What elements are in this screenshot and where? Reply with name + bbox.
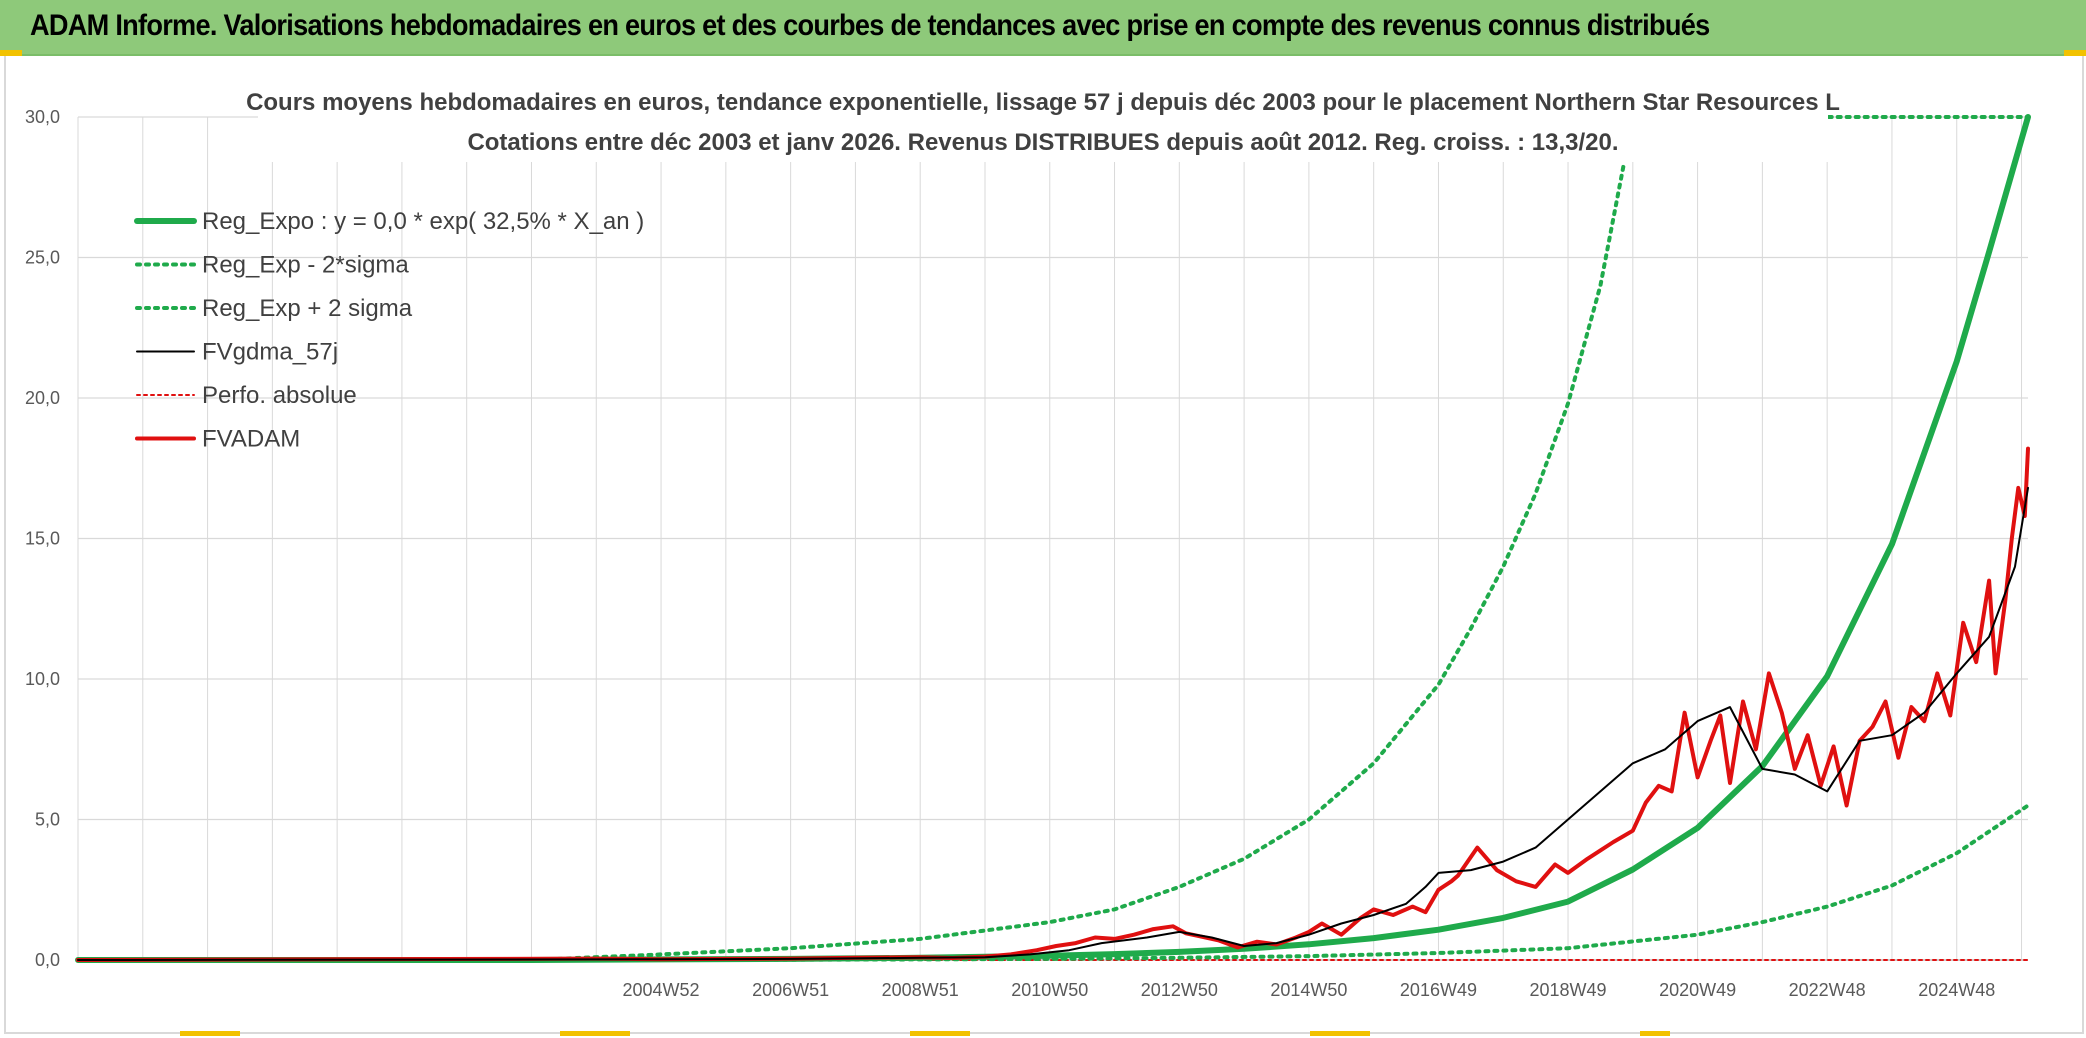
- y-tick-label: 15,0: [25, 529, 60, 549]
- x-tick-label: 2014W50: [1270, 980, 1347, 1000]
- title-background: [258, 82, 1828, 162]
- legend-label: Reg_Exp + 2 sigma: [202, 295, 413, 322]
- legend: Reg_Expo : y = 0,0 * exp( 32,5% * X_an )…: [134, 208, 644, 453]
- banner-corner-left: [0, 50, 22, 56]
- y-tick-label: 25,0: [25, 248, 60, 268]
- x-tick-label: 2018W49: [1530, 980, 1607, 1000]
- y-tick-label: 0,0: [35, 950, 60, 970]
- banner-corner-right: [2064, 50, 2086, 56]
- legend-label: Reg_Expo : y = 0,0 * exp( 32,5% * X_an ): [202, 208, 644, 235]
- footer-accent: [910, 1031, 970, 1036]
- footer-accent: [1640, 1031, 1670, 1036]
- series-layer: [75, 114, 2031, 963]
- y-tick-label: 5,0: [35, 810, 60, 830]
- footer-accent: [180, 1031, 240, 1036]
- legend-label: FVADAM: [202, 426, 300, 453]
- grid-layer: [77, 116, 2028, 961]
- x-tick-label: 2024W48: [1918, 980, 1995, 1000]
- legend-label: Perfo. absolue: [202, 382, 357, 409]
- x-tick-label: 2016W49: [1400, 980, 1477, 1000]
- legend-label: FVgdma_57j: [202, 339, 338, 366]
- footer-accent: [560, 1031, 630, 1036]
- title-banner: ADAM Informe. Valorisations hebdomadaire…: [0, 0, 2086, 56]
- x-tick-label: 2006W51: [752, 980, 829, 1000]
- x-tick-label: 2010W50: [1011, 980, 1088, 1000]
- series-line-4: [77, 486, 2029, 961]
- chart-subtitle: Cotations entre déc 2003 et janv 2026. R…: [467, 129, 1618, 156]
- footer-accent: [1310, 1031, 1370, 1036]
- chart-title: Cours moyens hebdomadaires en euros, ten…: [246, 89, 1840, 116]
- series-line-6: [76, 446, 2030, 962]
- chart-frame: [4, 56, 2084, 1034]
- x-tick-label: 2008W51: [882, 980, 959, 1000]
- series-line-1: [529, 803, 2030, 962]
- x-tick-label: 2012W50: [1141, 980, 1218, 1000]
- legend-label: Reg_Exp - 2*sigma: [202, 252, 409, 279]
- axis-layer: 0,0 5,0 10,0 15,0 20,0 25,0 30,0 2004W52 2006W51…: [25, 107, 2028, 1000]
- x-tick-label: 2020W49: [1659, 980, 1736, 1000]
- y-tick-label: 30,0: [25, 107, 60, 127]
- series-line-2: [529, 162, 1626, 962]
- x-tick-label: 2022W48: [1789, 980, 1866, 1000]
- y-tick-label: 20,0: [25, 388, 60, 408]
- x-tick-label: 2004W52: [623, 980, 700, 1000]
- y-tick-label: 10,0: [25, 669, 60, 689]
- report-title: ADAM Informe. Valorisations hebdomadaire…: [30, 9, 1710, 42]
